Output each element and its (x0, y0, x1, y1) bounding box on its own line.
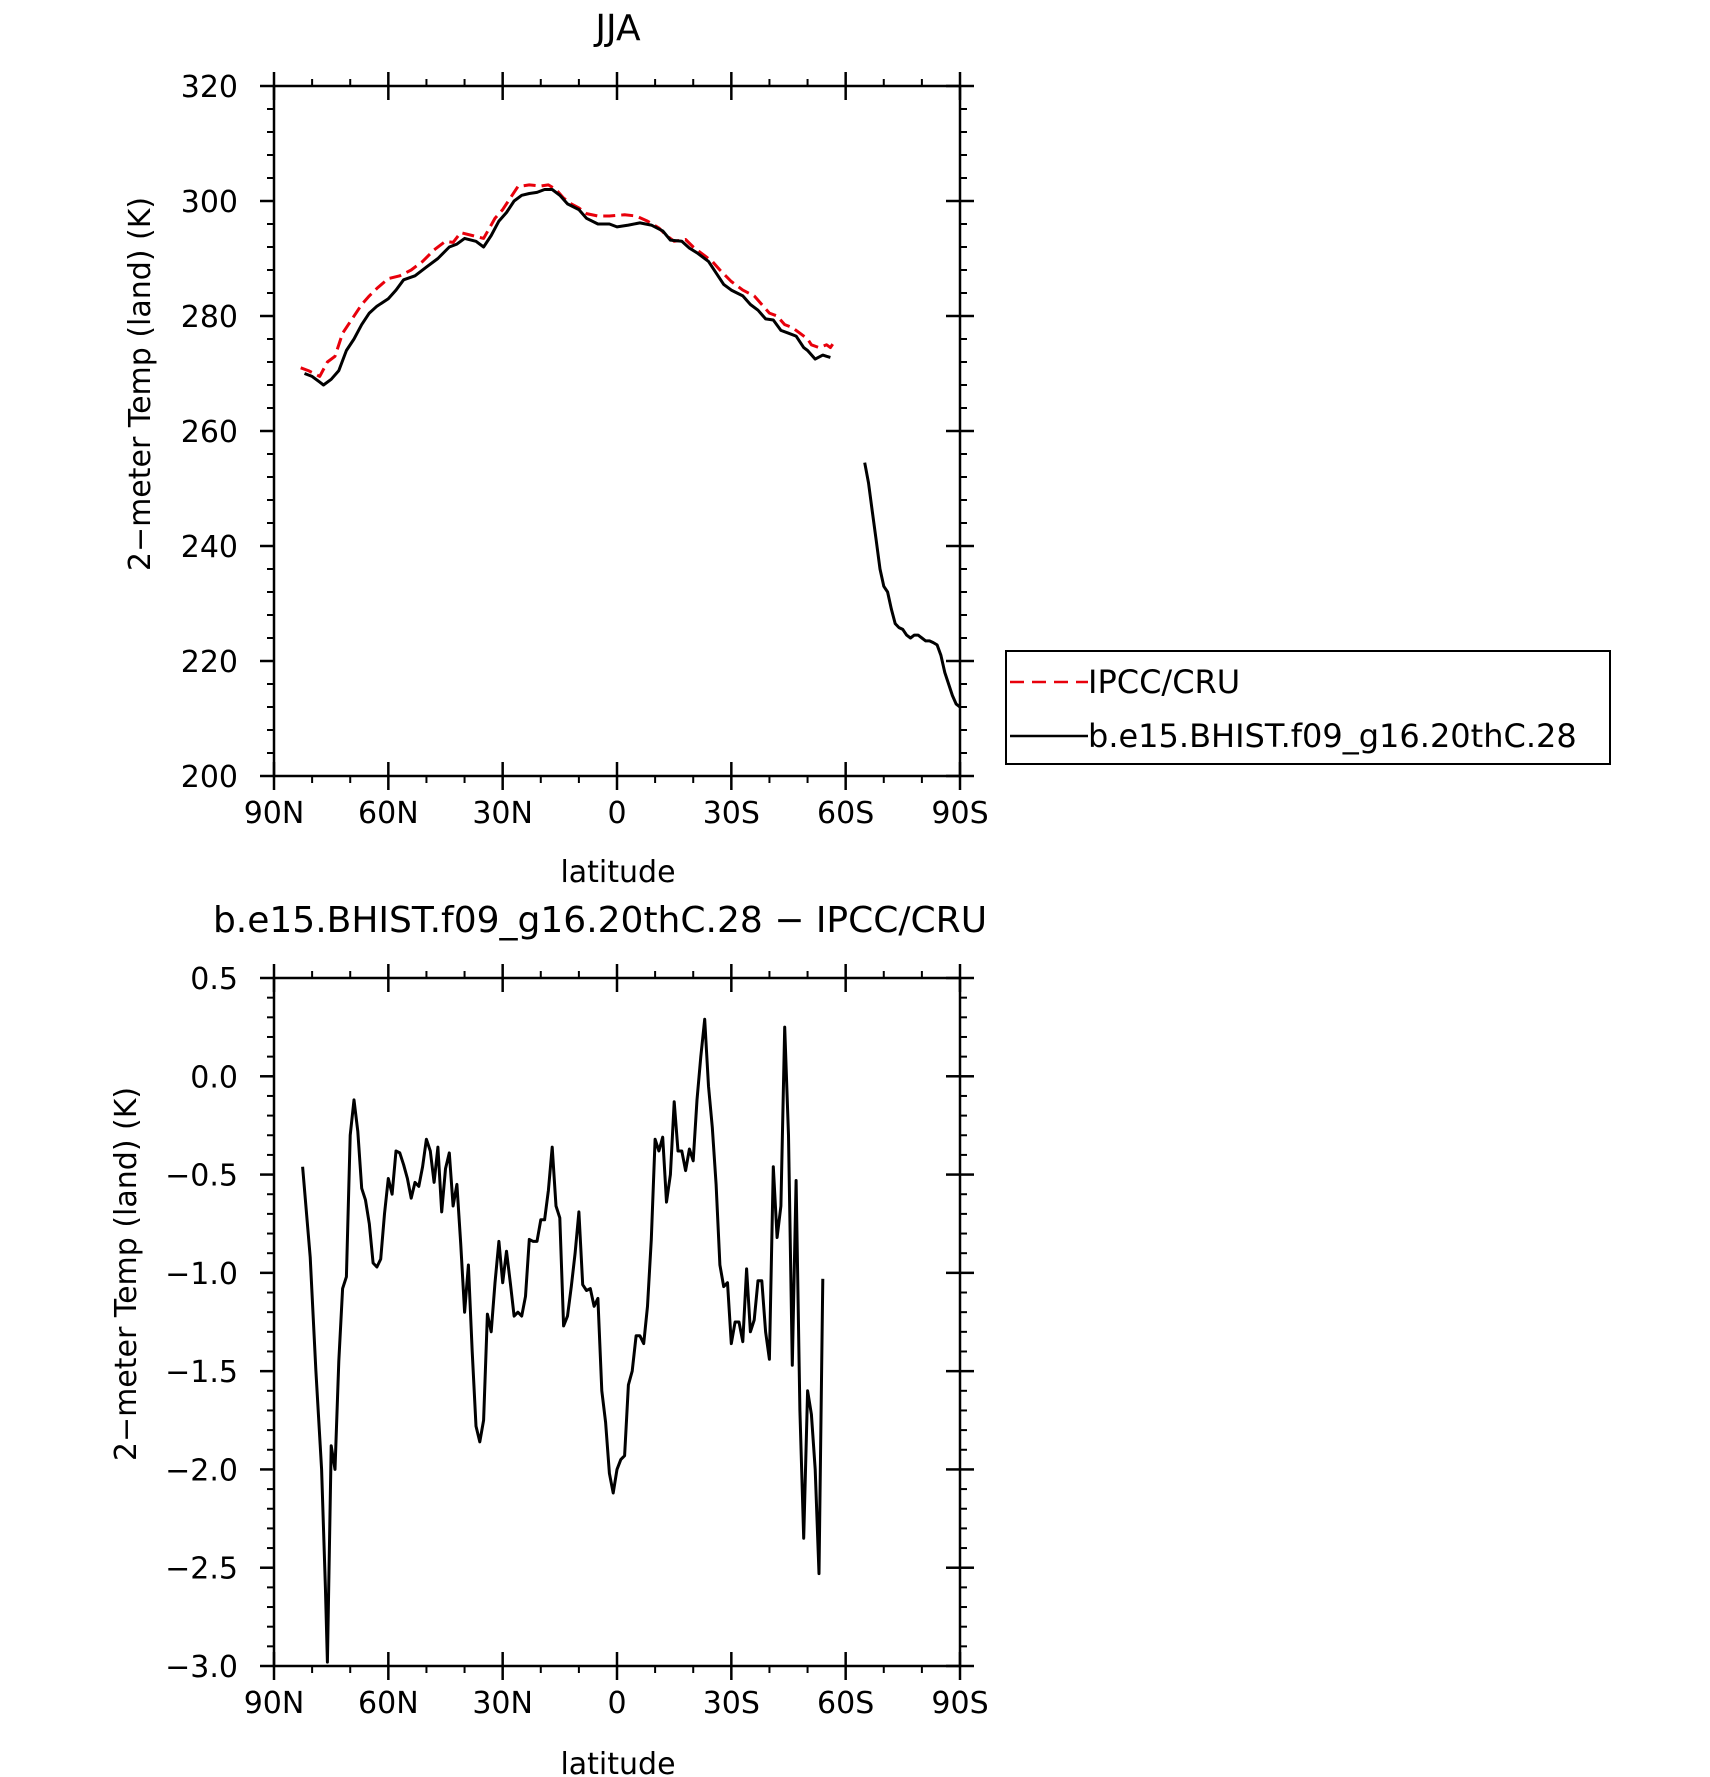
bottom-x-axis-label: latitude (560, 1747, 675, 1777)
bottom-y-tick-label: 0.5 (190, 962, 238, 997)
top-plot-frame (272, 84, 962, 778)
bottom-y-tick-label: 0.0 (190, 1060, 238, 1095)
legend: IPCC/CRU b.e15.BHIST.f09_g16.20thC.28 (1005, 650, 1611, 765)
top-x-tick-label: 30S (703, 796, 760, 831)
top-x-axis-label: latitude (560, 855, 675, 890)
top-series-line-1 (303, 188, 831, 387)
top-y-axis-label: 2−meter Temp (land) (K) (123, 197, 158, 571)
top-y-tick-label: 200 (181, 760, 238, 795)
bottom-y-tick-label: −2.0 (165, 1453, 238, 1488)
bottom-x-tick-label: 30N (472, 1686, 533, 1721)
top-x-tick-label: 90S (931, 796, 988, 831)
top-series-lines (300, 183, 961, 709)
top-x-tick-label: 60S (817, 796, 874, 831)
top-y-tick-label: 260 (181, 415, 238, 450)
bottom-y-axis-label: 2−meter Temp (land) (K) (109, 1087, 144, 1461)
top-x-tick-label: 0 (607, 796, 626, 831)
bottom-tick-labels: 90N 60N 30N 0 30S 60S 90S 0.5 0.0 −0.5 −1.0 −1.5 −2.… (165, 962, 988, 1721)
bottom-chart-title: b.e15.BHIST.f09_g16.20thC.28 − IPCC/CRU (213, 900, 987, 941)
bottom-y-tick-label: −3.0 (165, 1650, 238, 1685)
legend-box (1005, 650, 1611, 765)
top-y-tick-label: 280 (181, 300, 238, 335)
top-ticks (260, 72, 974, 790)
top-y-tick-label: 220 (181, 645, 238, 680)
bottom-series-line-0 (301, 1017, 825, 1664)
top-y-tick-label: 320 (181, 70, 238, 105)
bottom-series-lines (301, 1017, 825, 1664)
bottom-y-tick-label: −1.0 (165, 1257, 238, 1292)
bottom-plot-frame (272, 976, 962, 1668)
bottom-x-tick-label: 30S (703, 1686, 760, 1721)
top-x-tick-label: 30N (472, 796, 533, 831)
bottom-x-tick-label: 60S (817, 1686, 874, 1721)
top-y-tick-label: 240 (181, 530, 238, 565)
top-series-line-0 (300, 183, 836, 378)
top-y-tick-label: 300 (181, 185, 238, 220)
bottom-x-tick-label: 90N (244, 1686, 305, 1721)
legend-label-ipcc-cru: IPCC/CRU (1088, 663, 1240, 701)
bottom-ticks (260, 964, 974, 1680)
bottom-x-tick-label: 0 (607, 1686, 626, 1721)
top-chart-title: JJA (593, 8, 641, 49)
top-series-line-2 (863, 462, 961, 709)
bottom-y-tick-label: −1.5 (165, 1355, 238, 1390)
top-x-tick-label: 60N (358, 796, 419, 831)
legend-label-model: b.e15.BHIST.f09_g16.20thC.28 (1088, 717, 1577, 755)
bottom-y-tick-label: −0.5 (165, 1159, 238, 1194)
bottom-y-tick-label: −2.5 (165, 1552, 238, 1587)
bottom-panel: b.e15.BHIST.f09_g16.20thC.28 − IPCC/CRU … (109, 900, 989, 1777)
bottom-x-tick-label: 90S (931, 1686, 988, 1721)
top-tick-labels: 90N 60N 30N 0 30S 60S 90S 200 220 240 260 280 300 320 (181, 70, 989, 831)
top-x-tick-label: 90N (244, 796, 305, 831)
top-panel: JJA 2−meter Temp (land) (K) latitude 90N… (123, 8, 989, 890)
bottom-x-tick-label: 60N (358, 1686, 419, 1721)
